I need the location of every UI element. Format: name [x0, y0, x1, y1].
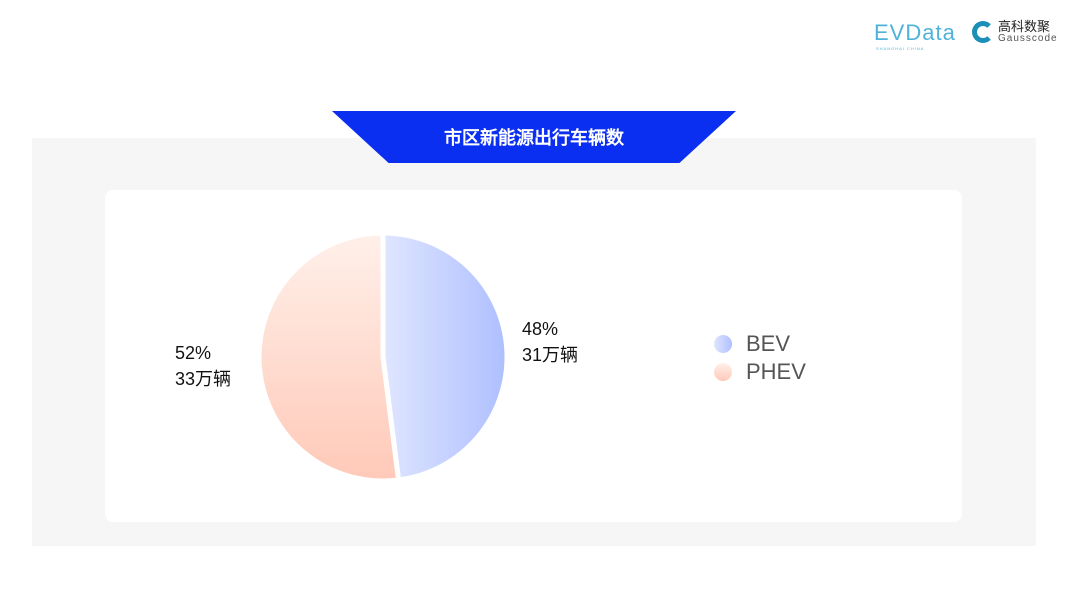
- legend-item-phev[interactable]: PHEV: [714, 358, 806, 386]
- bev-data-label: 48% 31万辆: [522, 319, 579, 365]
- phev-data-label: 52% 33万辆: [175, 343, 232, 389]
- pie-slice-phev[interactable]: [256, 230, 402, 484]
- gausscode-mark-icon: [972, 21, 994, 43]
- chart-card: [105, 190, 962, 522]
- evdata-logo: EVData SHANGHAI CHINA: [874, 20, 956, 51]
- legend-swatch: [714, 363, 732, 381]
- legend-swatch: [714, 335, 732, 353]
- chart-title: 市区新能源出行车辆数: [332, 111, 736, 163]
- gausscode-logo: 高科数聚 Gausscode: [972, 20, 1058, 44]
- legend-item-bev[interactable]: BEV: [714, 330, 806, 358]
- legend: BEV PHEV: [714, 330, 806, 386]
- pie-slice-bev[interactable]: [380, 230, 510, 483]
